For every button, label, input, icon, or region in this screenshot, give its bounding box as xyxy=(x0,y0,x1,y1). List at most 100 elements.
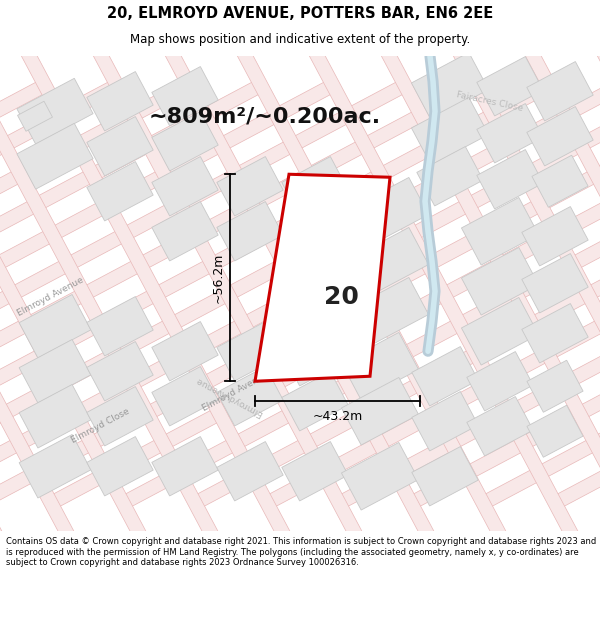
Polygon shape xyxy=(341,332,419,400)
Polygon shape xyxy=(0,77,125,512)
Polygon shape xyxy=(217,202,283,261)
Text: ~56.2m: ~56.2m xyxy=(212,253,224,303)
Polygon shape xyxy=(467,397,533,456)
Polygon shape xyxy=(43,77,600,512)
Polygon shape xyxy=(0,77,413,512)
Polygon shape xyxy=(87,117,153,176)
Polygon shape xyxy=(461,248,539,315)
Polygon shape xyxy=(187,77,600,512)
Polygon shape xyxy=(587,0,600,625)
Polygon shape xyxy=(259,77,600,512)
Polygon shape xyxy=(282,157,348,216)
Polygon shape xyxy=(17,101,52,131)
Polygon shape xyxy=(255,174,390,381)
Polygon shape xyxy=(0,77,600,512)
Polygon shape xyxy=(443,0,600,625)
Polygon shape xyxy=(152,202,218,261)
Polygon shape xyxy=(0,77,341,512)
Polygon shape xyxy=(527,107,593,166)
Polygon shape xyxy=(83,0,517,625)
Polygon shape xyxy=(87,297,153,356)
Polygon shape xyxy=(352,228,428,295)
Polygon shape xyxy=(475,77,600,512)
Polygon shape xyxy=(87,437,153,496)
Polygon shape xyxy=(87,387,153,446)
Polygon shape xyxy=(152,322,218,381)
Polygon shape xyxy=(0,0,373,625)
Polygon shape xyxy=(0,77,269,512)
Polygon shape xyxy=(331,77,600,512)
Polygon shape xyxy=(412,52,488,120)
Text: Map shows position and indicative extent of the property.: Map shows position and indicative extent… xyxy=(130,33,470,46)
Text: ~43.2m: ~43.2m xyxy=(313,410,362,422)
Polygon shape xyxy=(87,342,153,401)
Polygon shape xyxy=(155,0,589,625)
Text: ~809m²/~0.200ac.: ~809m²/~0.200ac. xyxy=(149,106,381,126)
Polygon shape xyxy=(19,384,91,448)
Polygon shape xyxy=(0,77,197,512)
Polygon shape xyxy=(461,198,539,265)
Polygon shape xyxy=(522,254,588,313)
Polygon shape xyxy=(371,0,600,625)
Polygon shape xyxy=(403,77,600,512)
Polygon shape xyxy=(0,0,157,625)
Polygon shape xyxy=(217,442,283,501)
Polygon shape xyxy=(0,77,53,512)
Polygon shape xyxy=(341,378,419,445)
Polygon shape xyxy=(477,149,543,209)
Text: 20: 20 xyxy=(323,285,358,309)
Polygon shape xyxy=(0,0,13,625)
Polygon shape xyxy=(515,0,600,625)
Polygon shape xyxy=(467,352,533,411)
Polygon shape xyxy=(152,157,218,216)
Polygon shape xyxy=(412,447,478,506)
Polygon shape xyxy=(0,77,600,512)
Polygon shape xyxy=(0,0,229,625)
Text: Contains OS data © Crown copyright and database right 2021. This information is : Contains OS data © Crown copyright and d… xyxy=(6,538,596,568)
Polygon shape xyxy=(547,77,600,512)
Polygon shape xyxy=(352,278,428,345)
Polygon shape xyxy=(522,304,588,363)
Polygon shape xyxy=(87,72,153,131)
Polygon shape xyxy=(227,0,600,625)
Polygon shape xyxy=(152,112,218,171)
Polygon shape xyxy=(0,0,85,625)
Polygon shape xyxy=(282,442,348,501)
Polygon shape xyxy=(17,123,93,189)
Polygon shape xyxy=(115,77,600,512)
Polygon shape xyxy=(0,77,600,512)
Polygon shape xyxy=(152,367,218,426)
Polygon shape xyxy=(19,294,91,358)
Polygon shape xyxy=(11,0,445,625)
Polygon shape xyxy=(17,78,93,144)
Polygon shape xyxy=(217,367,283,426)
Text: Elmroyd Close: Elmroyd Close xyxy=(70,407,131,446)
Polygon shape xyxy=(217,157,283,216)
Polygon shape xyxy=(461,298,539,365)
Polygon shape xyxy=(19,434,91,498)
Text: Elmroyd Avenue: Elmroyd Avenue xyxy=(196,375,265,418)
Polygon shape xyxy=(0,0,301,625)
Polygon shape xyxy=(522,207,588,266)
Polygon shape xyxy=(527,360,583,413)
Polygon shape xyxy=(217,322,283,381)
Polygon shape xyxy=(477,57,543,116)
Polygon shape xyxy=(0,77,485,512)
Polygon shape xyxy=(412,347,478,406)
Polygon shape xyxy=(477,104,543,163)
Polygon shape xyxy=(282,327,348,386)
Text: Elmroyd Avenue: Elmroyd Avenue xyxy=(16,275,85,318)
Polygon shape xyxy=(527,62,593,121)
Text: Elmroyd Avenue: Elmroyd Avenue xyxy=(200,370,269,413)
Polygon shape xyxy=(87,162,153,221)
Polygon shape xyxy=(152,437,218,496)
Polygon shape xyxy=(341,442,419,510)
Polygon shape xyxy=(412,98,488,165)
Polygon shape xyxy=(0,77,557,512)
Text: Fairacres Close: Fairacres Close xyxy=(456,90,524,112)
Text: 20, ELMROYD AVENUE, POTTERS BAR, EN6 2EE: 20, ELMROYD AVENUE, POTTERS BAR, EN6 2EE xyxy=(107,6,493,21)
Polygon shape xyxy=(299,0,600,625)
Polygon shape xyxy=(352,177,428,245)
Polygon shape xyxy=(412,392,478,451)
Polygon shape xyxy=(152,67,218,126)
